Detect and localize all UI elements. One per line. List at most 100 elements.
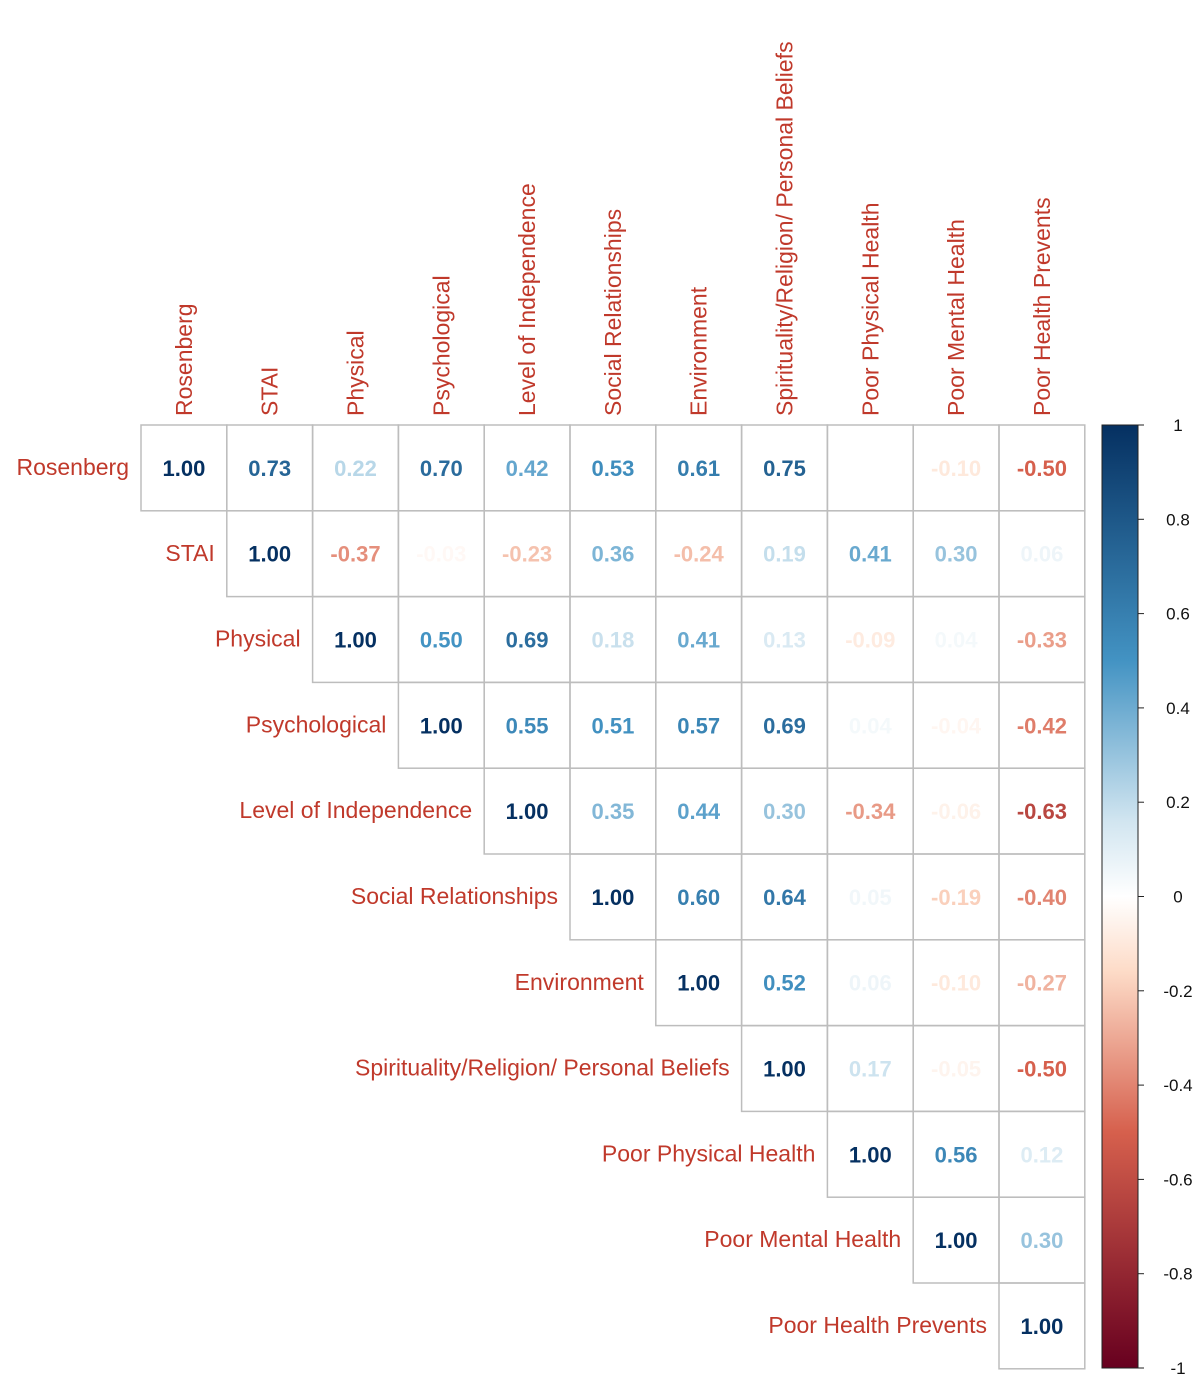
column-labels: Rosenberg STAI Physical Psychological Level … [171, 41, 1055, 416]
cell-value-stai-environment: -0.24 [674, 542, 725, 567]
cell-value-physical-spirituality-religion-personal-beliefs: 0.13 [763, 628, 806, 653]
cell-value-social-relationships-social-relationships: 1.00 [591, 885, 634, 910]
cell-value-stai-poor-physical-health: 0.41 [849, 542, 892, 567]
cell-value-poor-physical-health-poor-mental-health: 0.56 [935, 1142, 978, 1167]
cell-value-poor-physical-health-poor-health-prevents: 0.12 [1020, 1142, 1063, 1167]
cell-value-rosenberg-poor-mental-health: -0.10 [931, 456, 981, 481]
cell-value-social-relationships-spirituality-religion-personal-beliefs: 0.64 [763, 885, 807, 910]
row-label-physical: Physical [215, 626, 301, 652]
cell-value-stai-spirituality-religion-personal-beliefs: 0.19 [763, 542, 806, 567]
colorbar-tick-label: -0.4 [1163, 1076, 1192, 1095]
cell-value-rosenberg-poor-physical-health: 0.00 [849, 456, 892, 481]
cell-value-poor-health-prevents-poor-health-prevents: 1.00 [1020, 1314, 1063, 1339]
cell-value-level-of-independence-poor-mental-health: -0.06 [931, 799, 981, 824]
row-label-psychological: Psychological [246, 711, 387, 737]
row-label-poor-mental-health: Poor Mental Health [704, 1226, 901, 1252]
cell-value-social-relationships-environment: 0.60 [677, 885, 720, 910]
row-labels: Rosenberg STAI Physical Psychological Level … [16, 454, 987, 1338]
cell-value-rosenberg-social-relationships: 0.53 [591, 456, 634, 481]
cell-value-stai-poor-health-prevents: 0.06 [1020, 542, 1063, 567]
column-label-level-of-independence: Level of Independence [514, 183, 540, 416]
column-label-environment: Environment [686, 286, 712, 416]
cell-value-level-of-independence-social-relationships: 0.35 [591, 799, 634, 824]
column-label-social-relationships: Social Relationships [600, 209, 626, 416]
cell-value-rosenberg-psychological: 0.70 [420, 456, 463, 481]
cell-value-spirituality-religion-personal-beliefs-poor-mental-health: -0.05 [931, 1057, 981, 1082]
cell-value-psychological-social-relationships: 0.51 [591, 713, 634, 738]
cell-value-stai-level-of-independence: -0.23 [502, 542, 552, 567]
column-label-physical: Physical [343, 330, 369, 416]
cell-value-social-relationships-poor-health-prevents: -0.40 [1017, 885, 1067, 910]
matrix-cell [998, 1282, 1086, 1370]
cell-value-psychological-poor-health-prevents: -0.42 [1017, 713, 1067, 738]
column-label-stai: STAI [257, 367, 283, 416]
row-label-rosenberg: Rosenberg [16, 454, 129, 480]
cell-value-rosenberg-environment: 0.61 [677, 456, 720, 481]
cell-value-rosenberg-rosenberg: 1.00 [162, 456, 205, 481]
cell-value-physical-psychological: 0.50 [420, 628, 463, 653]
cell-value-physical-poor-health-prevents: -0.33 [1017, 628, 1067, 653]
cell-value-stai-social-relationships: 0.36 [591, 542, 634, 567]
row-label-poor-health-prevents: Poor Health Prevents [768, 1312, 987, 1338]
cell-value-level-of-independence-level-of-independence: 1.00 [506, 799, 549, 824]
row-label-environment: Environment [515, 969, 645, 995]
column-label-spirituality-religion-personal-beliefs: Spirituality/Religion/ Personal Beliefs [772, 41, 798, 416]
cell-value-environment-poor-health-prevents: -0.27 [1017, 971, 1067, 996]
cell-value-stai-psychological: -0.03 [416, 542, 466, 567]
cell-value-stai-physical: -0.37 [330, 542, 380, 567]
colorbar-tick-label: 0 [1173, 888, 1182, 907]
colorbar-tick-label: 0.6 [1166, 605, 1190, 624]
cell-value-poor-mental-health-poor-mental-health: 1.00 [935, 1228, 978, 1253]
cell-value-stai-poor-mental-health: 0.30 [935, 542, 978, 567]
colorbar-tick-label: 0.2 [1166, 793, 1190, 812]
cell-value-spirituality-religion-personal-beliefs-poor-physical-health: 0.17 [849, 1057, 892, 1082]
cell-value-rosenberg-level-of-independence: 0.42 [506, 456, 549, 481]
cell-value-level-of-independence-environment: 0.44 [677, 799, 721, 824]
cell-value-physical-poor-mental-health: 0.04 [935, 628, 979, 653]
cell-value-rosenberg-physical: 0.22 [334, 456, 377, 481]
cell-value-rosenberg-spirituality-religion-personal-beliefs: 0.75 [763, 456, 806, 481]
cell-value-environment-poor-mental-health: -0.10 [931, 971, 981, 996]
cell-value-rosenberg-stai: 0.73 [248, 456, 291, 481]
cell-value-physical-level-of-independence: 0.69 [506, 628, 549, 653]
colorbar-tick-label: 0.4 [1166, 699, 1190, 718]
cell-value-psychological-psychological: 1.00 [420, 713, 463, 738]
cell-value-environment-spirituality-religion-personal-beliefs: 0.52 [763, 971, 806, 996]
cell-value-environment-environment: 1.00 [677, 971, 720, 996]
colorbar-tick-label: -1 [1170, 1359, 1185, 1378]
column-label-psychological: Psychological [428, 275, 454, 416]
cell-value-spirituality-religion-personal-beliefs-poor-health-prevents: -0.50 [1017, 1057, 1067, 1082]
row-label-stai: STAI [165, 540, 214, 566]
row-label-social-relationships: Social Relationships [351, 883, 558, 909]
cell-value-social-relationships-poor-physical-health: 0.05 [849, 885, 892, 910]
cell-value-rosenberg-poor-health-prevents: -0.50 [1017, 456, 1067, 481]
colorbar: 1 0.8 0.6 0.4 0.2 0 -0.2 -0.4 -0.6 -0.8 -1 [1101, 416, 1193, 1378]
colorbar-tick-label: -0.6 [1163, 1170, 1192, 1189]
cell-value-psychological-spirituality-religion-personal-beliefs: 0.69 [763, 713, 806, 738]
matrix-cells: 1.00 0.73 0.22 0.70 0.42 0.53 0.61 0.75 0.00 -0.1… [140, 424, 1086, 1370]
cell-value-psychological-poor-physical-health: 0.04 [849, 713, 893, 738]
column-label-poor-mental-health: Poor Mental Health [943, 219, 969, 416]
row-label-poor-physical-health: Poor Physical Health [602, 1140, 816, 1166]
column-label-poor-health-prevents: Poor Health Prevents [1029, 197, 1055, 416]
cell-value-level-of-independence-poor-health-prevents: -0.63 [1017, 799, 1067, 824]
cell-value-environment-poor-physical-health: 0.06 [849, 971, 892, 996]
colorbar-gradient [1101, 424, 1139, 1369]
cell-value-poor-physical-health-poor-physical-health: 1.00 [849, 1142, 892, 1167]
row-label-spirituality-religion-personal-beliefs: Spirituality/Religion/ Personal Beliefs [355, 1055, 730, 1081]
cell-value-physical-poor-physical-health: -0.09 [845, 628, 895, 653]
column-label-rosenberg: Rosenberg [171, 303, 197, 416]
cell-value-social-relationships-poor-mental-health: -0.19 [931, 885, 981, 910]
colorbar-tick-label: -0.8 [1163, 1265, 1192, 1284]
cell-value-level-of-independence-spirituality-religion-personal-beliefs: 0.30 [763, 799, 806, 824]
cell-value-psychological-poor-mental-health: -0.04 [931, 713, 982, 738]
column-label-poor-physical-health: Poor Physical Health [857, 203, 883, 417]
cell-value-poor-mental-health-poor-health-prevents: 0.30 [1020, 1228, 1063, 1253]
cell-value-level-of-independence-poor-physical-health: -0.34 [845, 799, 896, 824]
cell-value-physical-environment: 0.41 [677, 628, 720, 653]
cell-value-physical-social-relationships: 0.18 [591, 628, 634, 653]
cell-value-physical-physical: 1.00 [334, 628, 377, 653]
cell-value-psychological-environment: 0.57 [677, 713, 720, 738]
colorbar-tick-label: 1 [1173, 416, 1182, 435]
